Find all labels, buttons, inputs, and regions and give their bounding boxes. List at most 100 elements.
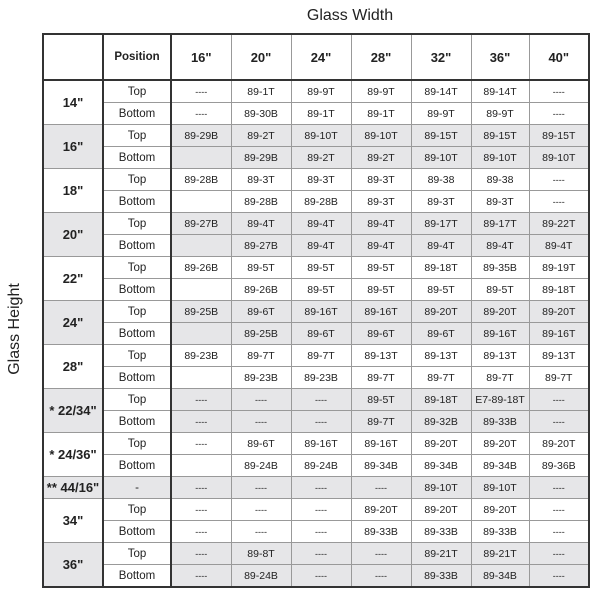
table-row: 16" Top 89-29B 89-2T 89-10T 89-10T 89-15T 89-15… bbox=[42, 124, 590, 169]
table-row: Bottom 89-28B 89-28B 89-3T 89-3T 89-3T ---- bbox=[43, 190, 590, 213]
part-number-cell: 89-20T bbox=[410, 432, 472, 455]
part-number-cell: 89-4T bbox=[350, 212, 412, 235]
position-header: Position bbox=[102, 33, 172, 81]
part-number-cell: ---- bbox=[230, 520, 292, 543]
part-number-cell: 89-3T bbox=[470, 190, 530, 213]
part-number-cell: 89-13T bbox=[528, 344, 590, 367]
part-number-cell: 89-3T bbox=[350, 168, 412, 191]
part-number-cell: ---- bbox=[528, 79, 590, 103]
part-number-cell: 89-10T bbox=[528, 146, 590, 169]
part-number-cell: ---- bbox=[230, 476, 292, 499]
part-number-cell: 89-34B bbox=[470, 564, 530, 588]
part-number-cell: ---- bbox=[170, 102, 232, 125]
table-row: 28" Top 89-23B 89-7T 89-7T 89-13T 89-13T 89-13T… bbox=[42, 344, 590, 389]
part-number-cell: 89-34B bbox=[410, 454, 472, 477]
part-number-cell bbox=[170, 190, 232, 213]
part-number-cell: 89-9T bbox=[470, 102, 530, 125]
position-cell: Top bbox=[102, 388, 172, 411]
part-number-cell: 89-4T bbox=[230, 212, 292, 235]
part-number-cell: ---- bbox=[290, 388, 352, 411]
table-row: ** 44/16" - ---- ---- ---- ---- 89-10T 89-10T --… bbox=[42, 476, 590, 499]
part-number-cell: 89-25B bbox=[230, 322, 292, 345]
part-number-cell bbox=[170, 234, 232, 257]
position-cell: Bottom bbox=[102, 234, 172, 257]
part-number-cell: ---- bbox=[170, 410, 232, 433]
glass-height-label: 28" bbox=[42, 344, 104, 389]
part-number-cell: 89-7T bbox=[230, 344, 292, 367]
table-row: Bottom ---- 89-30B 89-1T 89-1T 89-9T 89-9T ---- bbox=[43, 102, 590, 125]
part-number-cell: 89-23B bbox=[290, 366, 352, 389]
position-cell: Top bbox=[102, 344, 172, 367]
glass-width-title: Glass Width bbox=[306, 7, 394, 24]
position-cell: Bottom bbox=[102, 278, 172, 301]
position-cell: - bbox=[102, 476, 172, 499]
position-cell: Bottom bbox=[102, 410, 172, 433]
part-number-cell: ---- bbox=[528, 190, 590, 213]
glass-height-label: 34" bbox=[42, 498, 104, 543]
part-number-cell: 89-22T bbox=[528, 212, 590, 235]
part-number-cell: 89-4T bbox=[350, 234, 412, 257]
table-row: Bottom 89-26B 89-5T 89-5T 89-5T 89-5T 89-18T bbox=[43, 278, 590, 301]
part-number-cell: 89-7T bbox=[528, 366, 590, 389]
part-number-cell: 89-27B bbox=[230, 234, 292, 257]
part-number-cell: 89-25B bbox=[170, 300, 232, 323]
position-cell: Top bbox=[102, 79, 172, 103]
part-number-cell: 89-2T bbox=[290, 146, 352, 169]
part-number-cell: 89-10T bbox=[290, 124, 352, 147]
part-number-cell: ---- bbox=[528, 542, 590, 565]
part-number-cell bbox=[170, 322, 232, 345]
corner-cell bbox=[42, 33, 104, 81]
table-row: 24" Top 89-25B 89-6T 89-16T 89-16T 89-20T 89-20… bbox=[42, 300, 590, 345]
part-number-cell: ---- bbox=[290, 476, 352, 499]
part-number-cell: 89-13T bbox=[410, 344, 472, 367]
part-number-cell: 89-33B bbox=[470, 410, 530, 433]
part-number-cell bbox=[170, 278, 232, 301]
position-cell: Bottom bbox=[102, 190, 172, 213]
table-row: Bottom 89-29B 89-2T 89-2T 89-10T 89-10T 89-10T bbox=[43, 146, 590, 169]
part-number-cell: 89-9T bbox=[410, 102, 472, 125]
width-header: 32" bbox=[410, 33, 472, 81]
position-cell: Top bbox=[102, 168, 172, 191]
glass-height-label: 16" bbox=[42, 124, 104, 169]
part-number-cell: 89-28B bbox=[290, 190, 352, 213]
part-number-cell: 89-16T bbox=[290, 432, 352, 455]
part-number-cell: 89-17T bbox=[410, 212, 472, 235]
part-number-cell: 89-5T bbox=[350, 388, 412, 411]
part-number-cell: 89-2T bbox=[230, 124, 292, 147]
width-header: 20" bbox=[230, 33, 292, 81]
part-number-cell: 89-38 bbox=[410, 168, 472, 191]
part-number-cell: 89-6T bbox=[230, 300, 292, 323]
part-number-cell: 89-17T bbox=[470, 212, 530, 235]
width-header: 16" bbox=[170, 33, 232, 81]
part-number-cell: 89-20T bbox=[470, 498, 530, 521]
width-header: 28" bbox=[350, 33, 412, 81]
part-number-cell: 89-34B bbox=[350, 454, 412, 477]
part-number-cell: 89-13T bbox=[350, 344, 412, 367]
table-row: 34" Top ---- ---- ---- 89-20T 89-20T 89-20T ---- bbox=[42, 498, 590, 543]
part-number-cell: 89-28B bbox=[170, 168, 232, 191]
part-number-cell: 89-18T bbox=[410, 388, 472, 411]
part-number-cell: E7-89-18T bbox=[470, 388, 530, 411]
part-number-cell: 89-9T bbox=[350, 79, 412, 103]
glass-height-label: 14" bbox=[42, 79, 104, 125]
part-number-cell: ---- bbox=[170, 432, 232, 455]
table-row: 22" Top 89-26B 89-5T 89-5T 89-5T 89-18T 89-35B 8… bbox=[42, 256, 590, 301]
table-row: 20" Top 89-27B 89-4T 89-4T 89-4T 89-17T 89-17T 8… bbox=[42, 212, 590, 257]
part-number-cell: ---- bbox=[350, 476, 412, 499]
part-number-cell: 89-4T bbox=[290, 212, 352, 235]
part-number-cell: ---- bbox=[170, 388, 232, 411]
part-number-cell: ---- bbox=[350, 542, 412, 565]
table-row: Bottom ---- 89-24B ---- ---- 89-33B 89-34B ---- bbox=[43, 564, 590, 588]
glass-height-title: Glass Height bbox=[6, 283, 23, 375]
part-number-cell: ---- bbox=[170, 476, 232, 499]
position-cell: Bottom bbox=[102, 520, 172, 543]
part-number-cell: ---- bbox=[230, 498, 292, 521]
part-number-cell: 89-7T bbox=[350, 366, 412, 389]
table-row: Bottom ---- ---- ---- 89-7T 89-32B 89-33B ---- bbox=[43, 410, 590, 433]
part-number-cell: 89-20T bbox=[410, 300, 472, 323]
part-number-cell: 89-16T bbox=[470, 322, 530, 345]
width-header: 24" bbox=[290, 33, 352, 81]
part-number-cell: 89-20T bbox=[470, 432, 530, 455]
part-number-cell: ---- bbox=[170, 520, 232, 543]
position-cell: Top bbox=[102, 256, 172, 279]
